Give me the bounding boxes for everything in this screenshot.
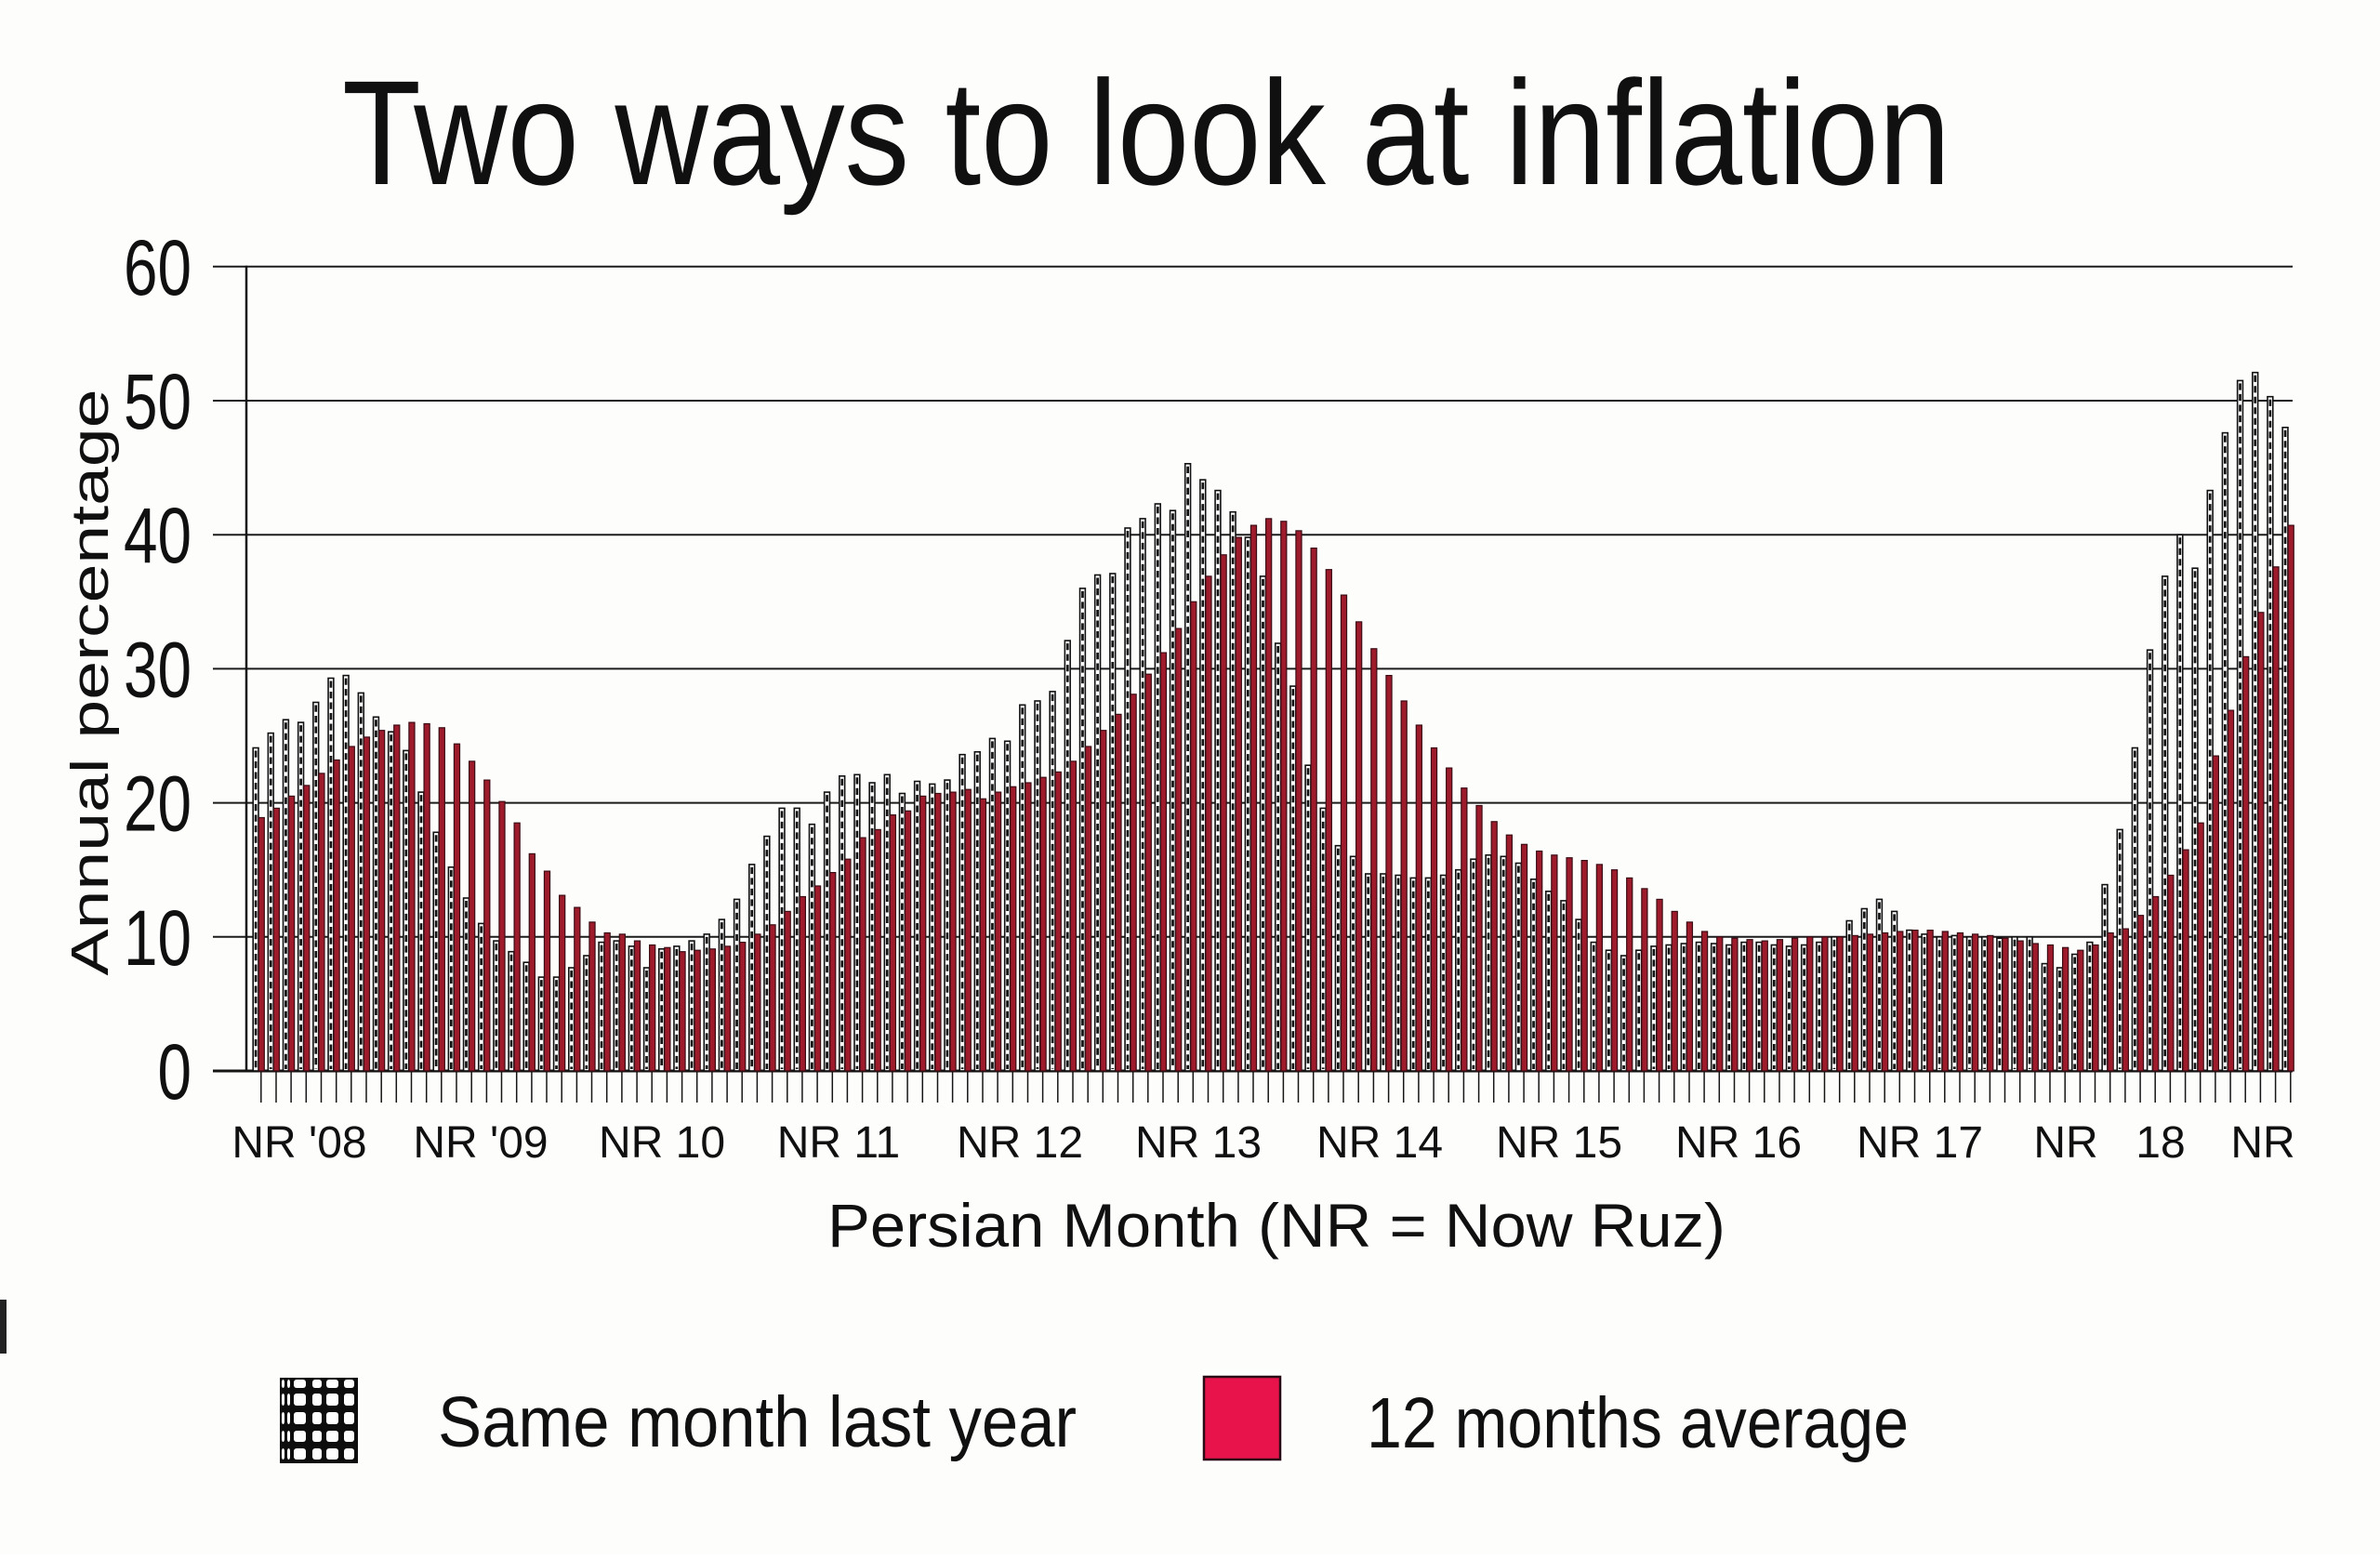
- svg-text:60: 60: [124, 224, 192, 311]
- svg-text:NR 17: NR 17: [1857, 1118, 1983, 1168]
- svg-text:NR: NR: [2033, 1118, 2097, 1168]
- svg-text:10: 10: [124, 894, 192, 982]
- svg-text:18: 18: [2135, 1118, 2185, 1168]
- svg-text:40: 40: [124, 492, 192, 579]
- svg-text:0: 0: [158, 1028, 192, 1116]
- svg-text:NR '09: NR '09: [413, 1118, 548, 1168]
- svg-text:NR 16: NR 16: [1675, 1118, 1802, 1168]
- svg-text:50: 50: [124, 358, 192, 445]
- svg-text:NR 14: NR 14: [1316, 1118, 1443, 1168]
- svg-text:NR '08: NR '08: [231, 1118, 366, 1168]
- svg-text:20: 20: [124, 760, 192, 848]
- svg-text:Two ways to look at inflation: Two ways to look at inflation: [342, 49, 1950, 216]
- svg-text:NR 15: NR 15: [1496, 1118, 1622, 1168]
- svg-text:30: 30: [124, 626, 192, 713]
- svg-text:NR 11: NR 11: [777, 1118, 901, 1168]
- svg-text:NR 13: NR 13: [1135, 1118, 1262, 1168]
- svg-text:12 months average: 12 months average: [1367, 1383, 1909, 1463]
- svg-text:NR 12: NR 12: [957, 1118, 1083, 1168]
- svg-text:Persian Month (NR = Now Ruz): Persian Month (NR = Now Ruz): [827, 1191, 1726, 1260]
- svg-text:Same month last year: Same month last year: [438, 1382, 1077, 1462]
- svg-text:Annual percentage: Annual percentage: [60, 390, 120, 976]
- svg-text:NR: NR: [2230, 1118, 2294, 1168]
- svg-text:NR 10: NR 10: [599, 1118, 725, 1168]
